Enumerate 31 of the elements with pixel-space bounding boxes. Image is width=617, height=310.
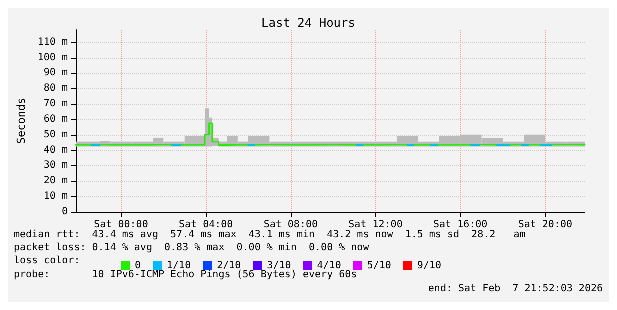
x-tick-label: Sat 20:00 (518, 220, 573, 230)
text: probe: 10 IPv6-ICMP Echo Pings (56 Bytes) every 60s (14, 270, 358, 280)
legend-label: 3/10 (267, 260, 292, 272)
y-tick-label: 50 m (44, 129, 68, 140)
y-tick-label: 60 m (44, 114, 68, 125)
legend-title: loss color: (14, 256, 80, 266)
y-tick-label: 40 m (44, 144, 68, 156)
y-tick-label: 20 m (44, 176, 68, 187)
text: end: Sat Feb 7 21:52:03 2026 (428, 284, 604, 294)
x-tick-label: Sat 00:00 (94, 220, 148, 230)
legend-label: 4/10 (317, 260, 342, 272)
text: packet loss: 0.14 % avg 0.83 % max 0.00 % min 0.00 % now (14, 242, 370, 254)
legend-label: 0 (135, 260, 142, 272)
y-tick-label: 0 (62, 206, 68, 218)
legend-label: 9/10 (417, 260, 442, 272)
y-axis-title: Seconds (15, 98, 28, 144)
x-tick-label: Sat 12:00 (348, 220, 403, 230)
y-tick-label: 90 m (44, 68, 68, 79)
y-tick-label: 80 m (44, 83, 68, 94)
x-tick-label: Sat 08:00 (264, 220, 318, 230)
y-tick-label: 110 m (38, 36, 68, 48)
legend-label: 5/10 (367, 260, 392, 272)
x-tick-label: Sat 04:00 (178, 220, 234, 230)
x-tick-label: Sat 16:00 (433, 220, 488, 230)
chart-title: Last 24 Hours (262, 16, 356, 30)
legend-label: 2/10 (217, 260, 242, 272)
y-tick-label: 70 m (44, 98, 68, 110)
text: median rtt: 43.4 ms avg 57.4 ms max 43.1 ms min 43.2 ms now 1.5 ms sd 28.2 am (14, 230, 526, 240)
y-tick-label: 10 m (44, 191, 68, 202)
y-tick-label: 30 m (44, 160, 68, 172)
y-tick-label: 100 m (38, 52, 68, 64)
